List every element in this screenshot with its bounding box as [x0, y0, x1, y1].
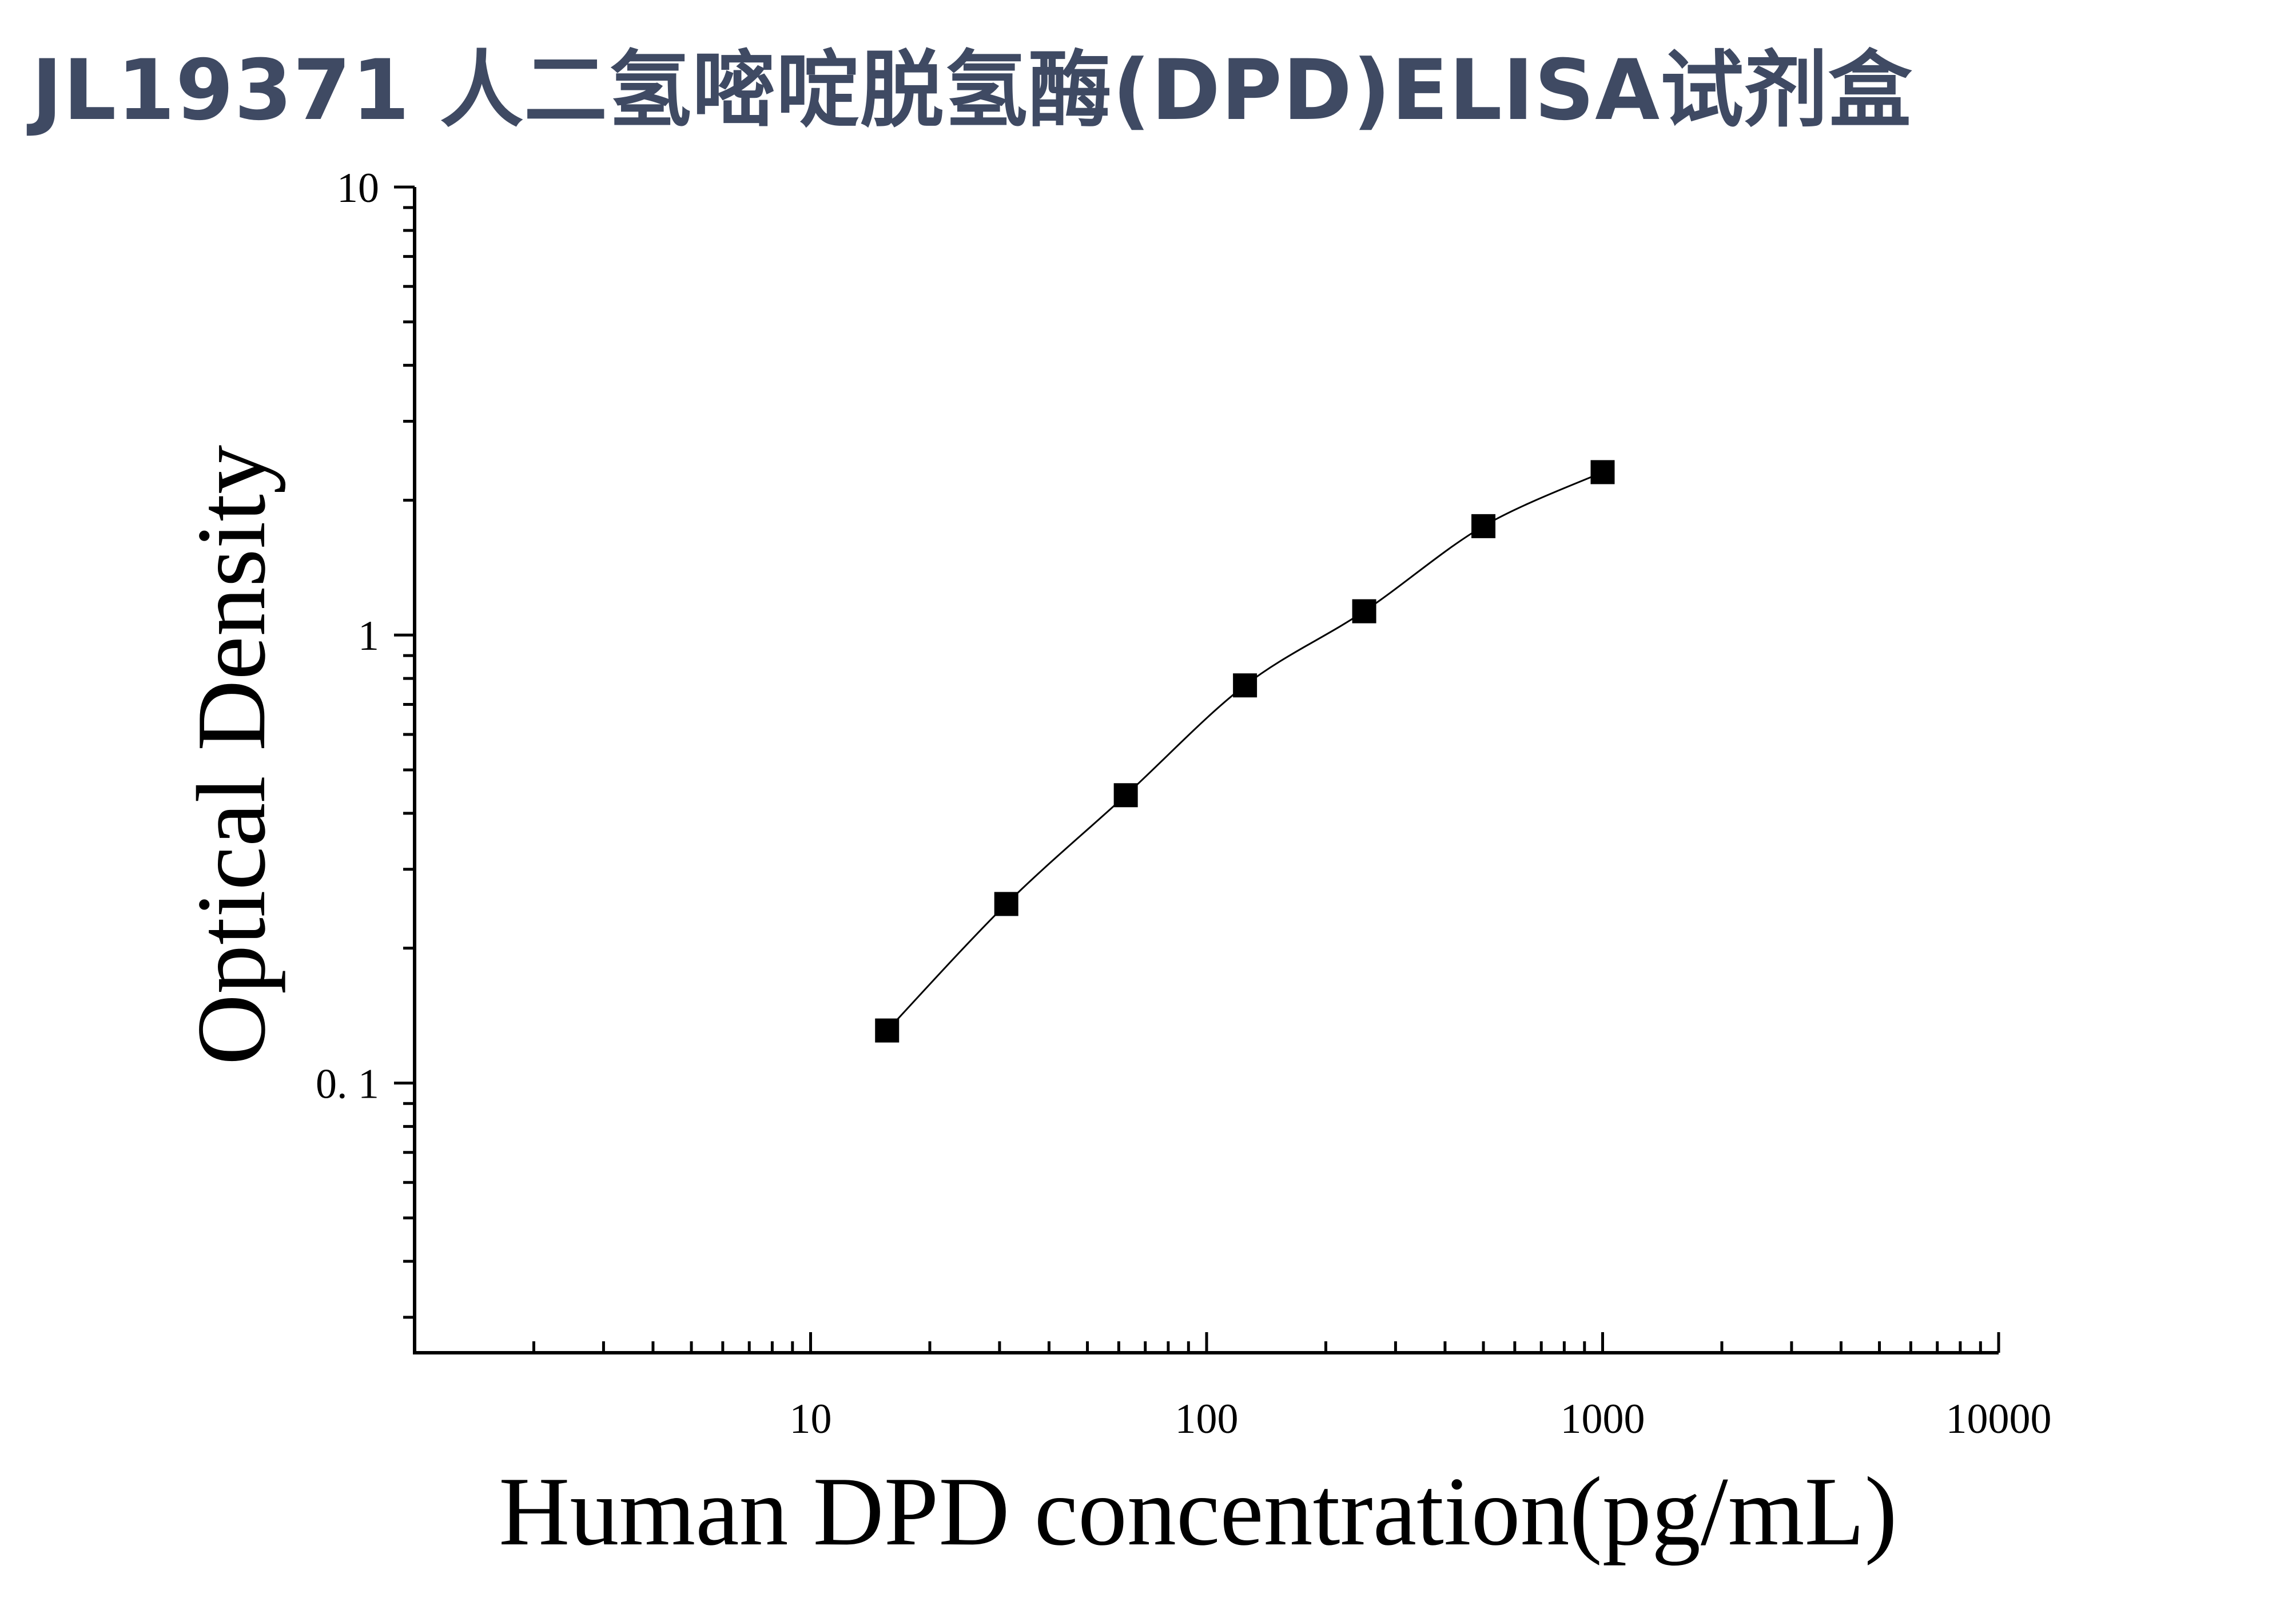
x-tick-label: 10000 [1946, 1396, 2052, 1443]
x-tick-label: 100 [1175, 1396, 1239, 1443]
y-tick-label: 1 [358, 613, 379, 660]
x-tick-label: 1000 [1561, 1396, 1645, 1443]
page-title: JL19371 人二氢嘧啶脱氢酶(DPD)ELISA试剂盒 [31, 42, 1913, 139]
data-points [875, 460, 1615, 1043]
fit-curve [886, 471, 1603, 1031]
y-axis-title: Optical Density [177, 445, 286, 1065]
data-point [1113, 783, 1138, 808]
data-point [1590, 460, 1615, 484]
x-axis-title: Human DPD concentration(pg/mL) [499, 1457, 1897, 1566]
axes [394, 185, 2000, 1354]
y-tick-label: 10 [337, 165, 379, 212]
data-point [1352, 599, 1376, 623]
y-tick-labels: 0. 1 1 10 [316, 165, 379, 1107]
data-point [994, 892, 1018, 916]
data-point [1471, 514, 1496, 538]
x-tick-label: 10 [790, 1396, 832, 1443]
data-point [875, 1018, 900, 1043]
data-point [1233, 673, 1258, 698]
x-tick-labels: 10 100 1000 10000 [790, 1396, 2052, 1443]
y-tick-label: 0. 1 [316, 1060, 379, 1107]
